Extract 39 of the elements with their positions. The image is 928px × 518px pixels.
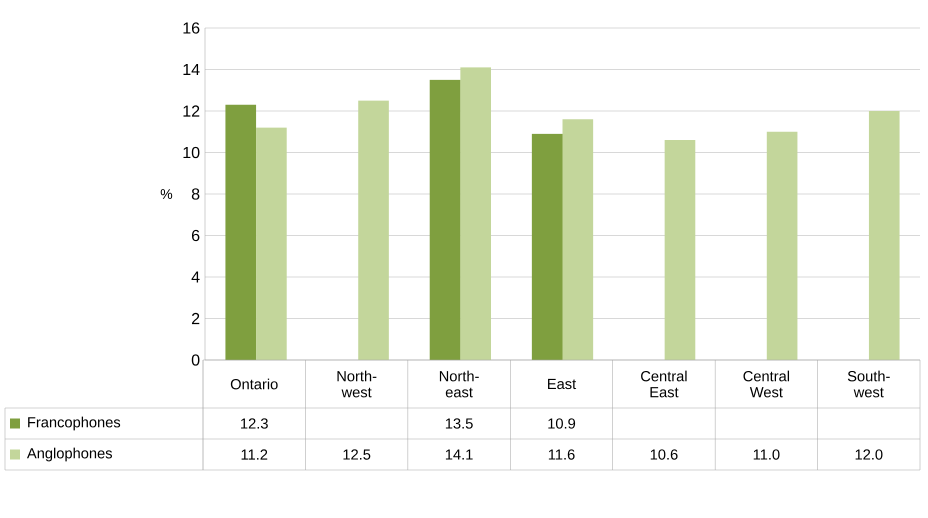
bar <box>766 132 798 360</box>
bar <box>256 128 287 360</box>
data-label: 12.5 <box>343 449 370 460</box>
bar <box>868 111 900 360</box>
x-tick-label: North-west <box>337 370 376 398</box>
bar <box>562 119 594 360</box>
bar <box>358 100 389 360</box>
y-tick-label: 10 <box>183 146 200 158</box>
y-tick-label: 14 <box>183 64 200 75</box>
data-label: 12.3 <box>241 418 268 429</box>
legend-label: Anglophones <box>26 448 112 462</box>
x-tick-label: Ontario <box>230 378 278 390</box>
data-label: 14.1 <box>446 449 473 460</box>
x-tick-label: North-east <box>440 370 479 398</box>
y-tick-label: 0 <box>192 354 200 366</box>
bar <box>532 134 562 360</box>
x-tick-label: South-west <box>848 370 890 398</box>
data-label: 11.2 <box>242 449 268 460</box>
bar <box>225 104 256 360</box>
data-label: 11.0 <box>754 449 780 460</box>
y-tick-label: 8 <box>192 188 200 200</box>
bar <box>460 67 492 360</box>
data-label: 12.0 <box>856 449 882 460</box>
bar <box>664 140 696 360</box>
bar <box>430 80 460 360</box>
data-label: 10.9 <box>548 418 576 429</box>
data-label: 13.5 <box>446 418 473 429</box>
legend-label: Francophones <box>28 416 120 430</box>
x-tick-label: East <box>548 378 576 390</box>
x-tick-label: Central East <box>641 370 687 398</box>
y-tick-label: 2 <box>192 312 200 324</box>
data-label: 10.6 <box>650 449 678 460</box>
y-tick-label: 16 <box>183 22 200 34</box>
x-tick-label: Central West <box>743 370 790 398</box>
y-axis-title: % <box>160 189 172 199</box>
data-label: 11.6 <box>548 449 575 460</box>
y-tick-label: 12 <box>183 105 200 117</box>
y-tick-label: 4 <box>192 272 200 282</box>
y-tick-label: 6 <box>192 230 200 242</box>
